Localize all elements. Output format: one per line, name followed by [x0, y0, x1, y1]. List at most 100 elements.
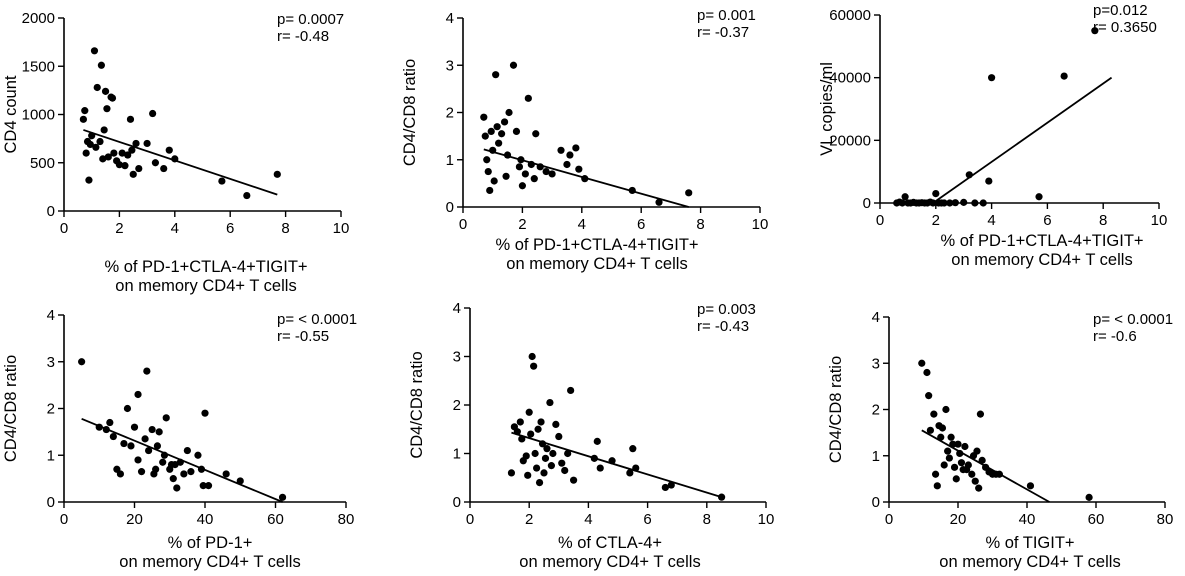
y-tick-label: 1500 [22, 58, 55, 75]
x-axis-title-line: % of PD-1+ [168, 534, 253, 552]
x-axis-title-line: on memory CD4+ T cells [519, 553, 700, 571]
x-tick-label: 10 [758, 511, 775, 528]
data-point [976, 410, 985, 418]
data-point [567, 386, 575, 395]
data-point [489, 146, 497, 154]
x-tick-label: 80 [1157, 511, 1174, 528]
data-point [528, 352, 536, 361]
data-point [92, 143, 100, 151]
data-point [949, 440, 957, 448]
x-tick-label: 20 [126, 511, 143, 528]
data-point [493, 123, 501, 131]
x-tick-label: 10 [1151, 212, 1168, 229]
x-tick-label: 10 [752, 216, 769, 233]
y-axis-title: CD4/CD8 ratio [401, 59, 419, 166]
data-point [533, 464, 541, 472]
data-point [194, 451, 202, 459]
data-point [173, 484, 181, 492]
x-axis-title-line: % of PD-1+CTLA-4+TIGIT+ [940, 232, 1143, 250]
x-axis-title-line: % of TIGIT+ [985, 534, 1074, 552]
data-point [524, 471, 532, 479]
y-tick-label: 40000 [829, 70, 871, 87]
data-point [521, 170, 529, 178]
data-point [968, 470, 976, 478]
data-point [487, 127, 495, 135]
data-point [632, 464, 640, 472]
x-tick-label: 4 [584, 511, 592, 528]
data-point [566, 151, 574, 159]
data-point [557, 146, 565, 154]
data-point [201, 409, 209, 417]
data-point [552, 420, 560, 428]
data-point [541, 454, 550, 462]
scatter-panel-5: 0 1 2 3 4 0 2 4 6 8 10 CD4/CD8 ratio % of CTLA-4+on … [408, 300, 774, 571]
y-axis-title: CD4/CD8 ratio [2, 355, 20, 462]
x-tick-label: 0 [60, 220, 68, 237]
r-value-label: r= -0.43 [697, 318, 749, 335]
data-point [145, 446, 153, 455]
data-point [530, 362, 538, 370]
data-point [134, 390, 142, 399]
data-point [502, 172, 510, 180]
data-point [947, 433, 955, 441]
r-value-label: r= -0.6 [1093, 328, 1137, 345]
data-point [952, 475, 960, 483]
data-point [608, 457, 616, 465]
data-point [149, 109, 157, 118]
data-point [509, 61, 518, 69]
data-point [1091, 27, 1099, 35]
data-point [160, 451, 169, 459]
data-point [480, 113, 488, 121]
data-point [548, 170, 556, 178]
x-tick-label: 0 [466, 511, 474, 528]
y-tick-label: 2 [453, 397, 461, 414]
data-point [923, 368, 931, 377]
data-point [985, 177, 993, 185]
p-value-label: p= 0.0007 [277, 11, 344, 28]
data-point [498, 130, 506, 138]
data-point [115, 161, 123, 169]
data-point [531, 449, 539, 458]
data-point [492, 71, 500, 79]
data-point [171, 155, 179, 163]
data-point [483, 156, 491, 164]
data-point [82, 149, 90, 157]
x-tick-label: 2 [518, 216, 526, 233]
data-point [964, 461, 972, 469]
data-point [965, 171, 973, 179]
data-point [937, 433, 945, 441]
data-point [942, 405, 950, 414]
data-point [918, 359, 926, 367]
data-point [152, 465, 160, 473]
data-point [516, 418, 524, 426]
scatter-panel-2: 0 1 2 3 4 0 2 4 6 8 10 CD4/CD8 ratio % of PD-1+CTLA-… [401, 7, 768, 273]
x-tick-label: 10 [333, 220, 350, 237]
data-point [971, 199, 979, 207]
data-point [218, 177, 226, 185]
data-point [85, 176, 93, 184]
data-point [121, 162, 129, 170]
data-point [564, 449, 572, 458]
data-point [901, 193, 909, 201]
y-tick-label: 0 [453, 494, 461, 511]
data-point [628, 186, 636, 195]
data-point [988, 74, 996, 82]
data-point [165, 146, 173, 154]
data-point [143, 367, 151, 375]
p-value-label: p= < 0.0001 [1093, 311, 1173, 328]
data-point [518, 435, 526, 443]
data-point [951, 199, 959, 207]
data-point [978, 456, 986, 464]
y-tick-label: 500 [30, 155, 55, 172]
r-value-label: r= 0.3650 [1093, 19, 1157, 36]
data-point [517, 156, 525, 164]
data-point [961, 442, 969, 451]
data-point [971, 477, 979, 485]
data-point [543, 445, 551, 453]
data-point [661, 483, 669, 492]
y-tick-label: 4 [47, 307, 55, 324]
data-point [159, 458, 167, 466]
data-point [481, 132, 489, 140]
data-point [118, 149, 126, 157]
data-point [500, 118, 509, 126]
